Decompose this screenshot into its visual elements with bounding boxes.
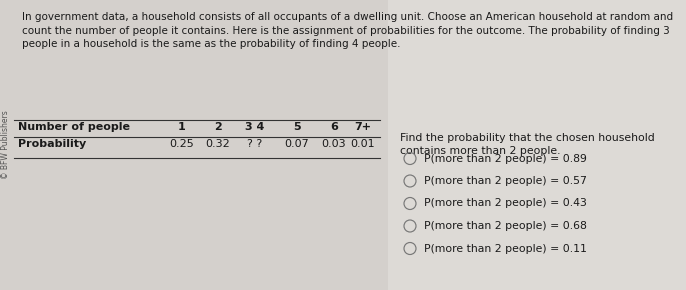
Text: count the number of people it contains. Here is the assignment of probabilities : count the number of people it contains. … [22, 26, 670, 35]
Text: Number of people: Number of people [18, 122, 130, 132]
Text: ? ?: ? ? [248, 139, 263, 149]
Text: P(more than 2 people) = 0.11: P(more than 2 people) = 0.11 [424, 244, 587, 253]
Text: 0.25: 0.25 [169, 139, 194, 149]
Text: 7+: 7+ [355, 122, 372, 132]
Text: people in a household is the same as the probability of finding 4 people.: people in a household is the same as the… [22, 39, 401, 49]
Text: 0.32: 0.32 [206, 139, 230, 149]
Text: contains more than 2 people.: contains more than 2 people. [400, 146, 560, 156]
Text: P(more than 2 people) = 0.68: P(more than 2 people) = 0.68 [424, 221, 587, 231]
Text: 2: 2 [214, 122, 222, 132]
Text: 5: 5 [293, 122, 301, 132]
Bar [388, 0, 686, 290]
Text: Probability: Probability [18, 139, 86, 149]
Text: P(more than 2 people) = 0.57: P(more than 2 people) = 0.57 [424, 176, 587, 186]
Text: 0.07: 0.07 [285, 139, 309, 149]
Text: 3 4: 3 4 [246, 122, 265, 132]
Text: © BFW Publishers: © BFW Publishers [1, 110, 10, 180]
Text: 6: 6 [330, 122, 338, 132]
Text: P(more than 2 people) = 0.89: P(more than 2 people) = 0.89 [424, 153, 587, 164]
Text: 1: 1 [178, 122, 186, 132]
Text: 0.03: 0.03 [322, 139, 346, 149]
Text: 0.01: 0.01 [351, 139, 375, 149]
Text: In government data, a household consists of all occupants of a dwelling unit. Ch: In government data, a household consists… [22, 12, 673, 22]
Text: P(more than 2 people) = 0.43: P(more than 2 people) = 0.43 [424, 198, 587, 209]
Text: Find the probability that the chosen household: Find the probability that the chosen hou… [400, 133, 654, 143]
